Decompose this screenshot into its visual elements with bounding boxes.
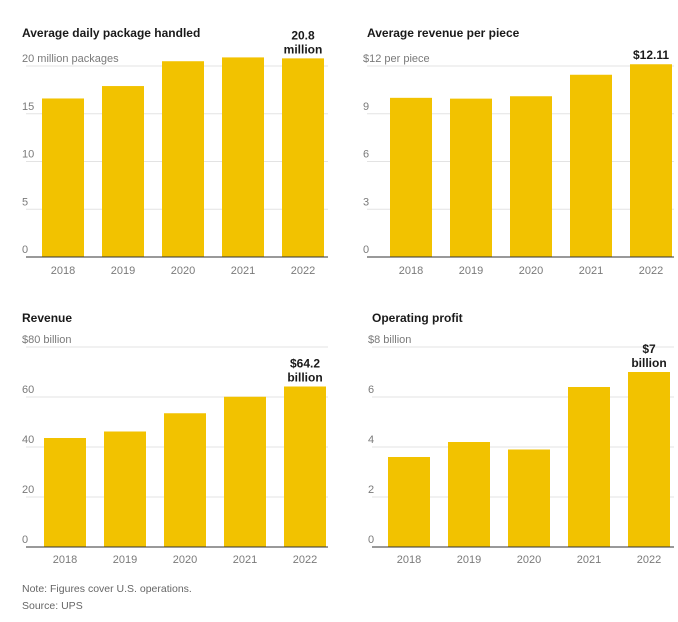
y-tick-label: 20: [22, 484, 34, 496]
bar: [222, 57, 264, 257]
chart-title: Average daily package handled: [22, 26, 200, 40]
x-tick-label: 2018: [53, 554, 77, 566]
x-tick-label: 2021: [579, 265, 603, 277]
x-tick-label: 2022: [293, 554, 317, 566]
data-label: $7: [642, 342, 656, 356]
x-tick-label: 2020: [517, 554, 541, 566]
x-tick-label: 2020: [173, 554, 197, 566]
y-tick-label: $8 billion: [368, 334, 411, 346]
bar: [630, 64, 672, 257]
y-tick-label: 0: [368, 534, 374, 546]
bar: [282, 58, 324, 257]
data-label: $64.2: [290, 357, 320, 371]
y-tick-label: $80 billion: [22, 334, 72, 346]
y-tick-label: 15: [22, 101, 34, 113]
x-tick-label: 2019: [459, 265, 483, 277]
data-label: 20.8: [291, 28, 315, 42]
bar: [388, 457, 430, 547]
chart-title: Revenue: [22, 311, 72, 325]
bar: [508, 449, 550, 547]
bar: [42, 98, 84, 257]
y-tick-label: 20 million packages: [22, 53, 119, 65]
bar: [568, 387, 610, 547]
y-tick-label: 40: [22, 434, 34, 446]
x-tick-label: 2019: [457, 554, 481, 566]
chart-title: Average revenue per piece: [367, 26, 520, 40]
data-label: billion: [287, 371, 322, 385]
x-tick-label: 2019: [113, 554, 137, 566]
chart-title: Operating profit: [372, 311, 463, 325]
y-tick-label: 3: [363, 196, 369, 208]
bar: [448, 442, 490, 547]
x-tick-label: 2022: [637, 554, 661, 566]
x-tick-label: 2018: [399, 265, 423, 277]
x-tick-label: 2022: [291, 265, 315, 277]
y-tick-label: $12 per piece: [363, 53, 430, 65]
y-tick-label: 9: [363, 101, 369, 113]
bar: [570, 74, 612, 257]
source-line: Source: UPS: [22, 600, 83, 612]
bar: [390, 97, 432, 257]
x-tick-label: 2018: [397, 554, 421, 566]
y-tick-label: 0: [22, 244, 28, 256]
data-label: billion: [631, 356, 666, 370]
bar: [224, 396, 266, 547]
x-tick-label: 2021: [233, 554, 257, 566]
x-tick-label: 2022: [639, 265, 663, 277]
bar: [162, 61, 204, 257]
y-tick-label: 0: [363, 244, 369, 256]
bar: [104, 431, 146, 547]
bar: [164, 413, 206, 547]
y-tick-label: 0: [22, 534, 28, 546]
y-tick-label: 4: [368, 434, 374, 446]
x-tick-label: 2021: [231, 265, 255, 277]
x-tick-label: 2019: [111, 265, 135, 277]
bar: [284, 386, 326, 547]
y-tick-label: 5: [22, 196, 28, 208]
x-tick-label: 2020: [519, 265, 543, 277]
bar: [450, 98, 492, 257]
bar: [44, 438, 86, 547]
y-tick-label: 10: [22, 149, 34, 161]
x-tick-label: 2020: [171, 265, 195, 277]
bar: [510, 96, 552, 257]
data-label: $12.11: [633, 48, 669, 62]
y-tick-label: 2: [368, 484, 374, 496]
x-tick-label: 2018: [51, 265, 75, 277]
data-label: million: [284, 42, 323, 56]
y-tick-label: 6: [368, 384, 374, 396]
footnote: Note: Figures cover U.S. operations.: [22, 583, 192, 595]
y-tick-label: 60: [22, 384, 34, 396]
x-tick-label: 2021: [577, 554, 601, 566]
y-tick-label: 6: [363, 149, 369, 161]
bar: [102, 86, 144, 258]
bar: [628, 372, 670, 547]
